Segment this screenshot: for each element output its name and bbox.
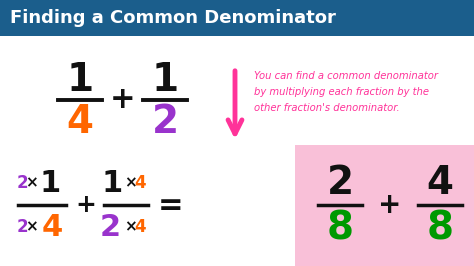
Text: 4: 4: [134, 174, 146, 192]
Text: 1: 1: [39, 168, 61, 197]
Text: 4: 4: [427, 164, 454, 202]
Text: +: +: [75, 193, 96, 217]
Text: 2: 2: [16, 174, 28, 192]
Text: 2: 2: [151, 103, 179, 141]
Text: ×: ×: [25, 219, 37, 235]
Text: 2: 2: [100, 213, 120, 242]
FancyBboxPatch shape: [295, 145, 474, 266]
Text: 4: 4: [66, 103, 93, 141]
Text: +: +: [378, 191, 401, 219]
Text: =: =: [158, 190, 184, 219]
Text: ×: ×: [124, 176, 137, 190]
Text: 2: 2: [16, 218, 28, 236]
Text: 1: 1: [151, 61, 179, 99]
Text: ×: ×: [25, 176, 37, 190]
Text: other fraction's denominator.: other fraction's denominator.: [254, 103, 400, 113]
Text: 1: 1: [101, 168, 123, 197]
Text: You can find a common denominator: You can find a common denominator: [254, 71, 438, 81]
Text: +: +: [109, 85, 135, 114]
Text: 2: 2: [327, 164, 354, 202]
Text: Finding a Common Denominator: Finding a Common Denominator: [10, 9, 336, 27]
FancyBboxPatch shape: [0, 0, 474, 36]
Text: 4: 4: [134, 218, 146, 236]
Text: 8: 8: [327, 210, 354, 248]
Text: ×: ×: [124, 219, 137, 235]
Text: 1: 1: [66, 61, 93, 99]
Text: 8: 8: [427, 210, 454, 248]
Text: 4: 4: [41, 213, 63, 242]
Text: by multiplying each fraction by the: by multiplying each fraction by the: [254, 87, 429, 97]
